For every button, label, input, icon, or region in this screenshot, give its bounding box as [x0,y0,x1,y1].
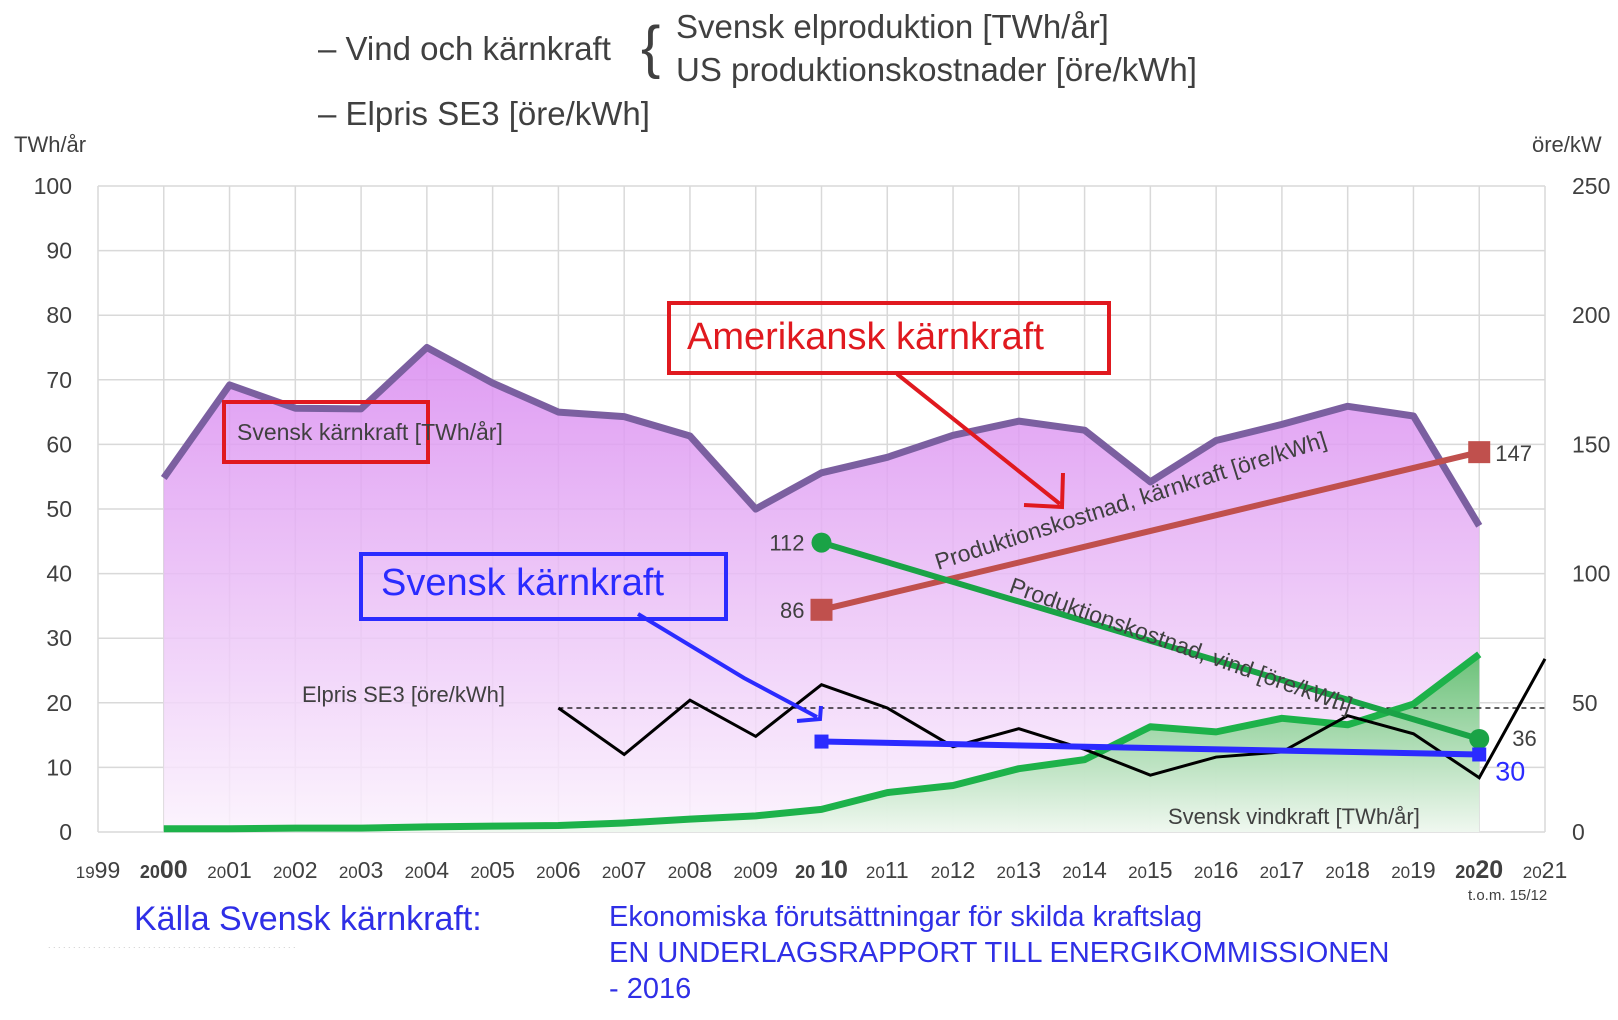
right-tick-label: 100 [1572,561,1610,587]
right-tick-label: 0 [1572,819,1585,845]
x-tick-label: 2000 [140,856,188,884]
arrow-us-head [1023,472,1065,510]
x-tick-label: 2020 [1455,856,1503,884]
left-tick-label: 20 [46,690,72,716]
point-label-layer: 112 86 147 36 30 [769,441,1536,786]
x-tick-label: 20 10 [795,856,848,884]
right-axis-unit: öre/kW [1532,132,1602,157]
arrow-se [636,612,818,719]
right-tick-label: 250 [1572,173,1610,199]
marker-square [1468,441,1491,464]
nuclear-area-fill [163,347,1480,832]
point-label: 86 [780,598,804,623]
header-line2: – Elpris SE3 [öre/kWh] [318,95,650,132]
note-2021: t.o.m. 15/12 [1468,887,1548,904]
arrow-us [895,372,1062,506]
point-label: 30 [1495,756,1525,786]
x-tick-label: 2005 [470,857,515,883]
source-faint-line: . . . . . . . . . . . . . . . . . . . . … [48,940,296,950]
x-tick-label: 2004 [405,857,450,883]
left-tick-label: 30 [46,625,72,651]
x-tick-label: 2002 [273,857,318,883]
callout-box-se-label [222,400,430,464]
x-tick-label: 2011 [866,857,909,883]
price-line [557,658,1547,780]
arrow-se-head [796,705,823,723]
x-tick-label: 2009 [733,857,778,883]
header-brace: { [641,15,661,80]
x-tick-label: 2019 [1391,857,1436,883]
x-tick-label: 1999 [76,857,121,883]
cost-line-3 [820,449,1480,613]
left-axis-unit: TWh/år [14,132,87,157]
marker-square [814,734,829,749]
x-tick-label: 2012 [931,857,976,883]
right-tick-label: 200 [1572,302,1610,328]
x-tick-label: 2003 [339,857,384,883]
wind-area-fill [163,654,1480,832]
x-tick-label: 2008 [668,857,713,883]
callout-box-se [359,552,728,621]
wind-area-label: Svensk vindkraft [TWh/år] [1168,804,1420,829]
x-tick-label: 2013 [997,857,1042,883]
right-tick-label: 50 [1572,690,1598,716]
header-line1b: US produktionskostnader [öre/kWh] [676,51,1197,88]
left-tick-label: 40 [46,561,72,587]
x-tick-label: 2015 [1128,857,1173,883]
price-label: Elpris SE3 [öre/kWh] [302,682,505,707]
source-line-2: EN UNDERLAGSRAPPORT TILL ENERGIKOMMISSIO… [609,937,1390,969]
point-label: 36 [1512,726,1536,751]
left-tick-label: 60 [46,431,72,457]
callout-se-label: Svensk kärnkraft [381,562,664,604]
source-line-1: Ekonomiska förutsättningar för skilda kr… [609,901,1203,933]
cost-line-5 [821,738,1480,758]
callout-us-label: Amerikansk kärnkraft [687,316,1044,358]
x-tick-label: 2016 [1194,857,1239,883]
left-tick-label: 100 [34,173,72,199]
right-tick-label: 150 [1572,431,1610,457]
marker-square [810,598,833,621]
point-label: 147 [1495,441,1532,466]
point-label: 112 [769,531,804,556]
source-line-3: - 2016 [609,973,692,1005]
x-tick-label: 2001 [207,857,252,883]
marker-square [1472,747,1487,762]
header-line1-prefix: – Vind och kärnkraft [318,30,611,67]
marker-circle [811,532,832,553]
x-tick-label: 2014 [1062,857,1107,883]
x-tick-label: 2006 [536,857,581,883]
left-tick-label: 0 [59,819,72,845]
marker-circle [1469,728,1490,749]
left-tick-label: 90 [46,238,72,264]
header-line1a: Svensk elproduktion [TWh/år] [676,8,1109,45]
nuclear-area-label: Svensk kärnkraft [TWh/år] [237,419,503,445]
wind-line [163,651,1482,833]
x-tick-label: 2021 [1523,857,1568,883]
nuclear-line [160,344,1483,528]
area-layer [163,347,1480,832]
x-tick-label: 2017 [1260,857,1305,883]
x-tick-label: 2018 [1325,857,1370,883]
callout-box-us [667,301,1111,375]
tick-layer: 0 10 20 30 40 50 60 70 80 90 100 0 50 100 150 200 250 199… [34,173,1611,884]
left-tick-label: 50 [46,496,72,522]
source-label: Källa Svensk kärnkraft: [134,900,482,938]
left-tick-label: 10 [46,754,72,780]
cost-line-4 [820,539,1481,742]
left-tick-label: 80 [46,302,72,328]
line-layer [160,344,1547,833]
x-tick-label: 2007 [602,857,647,883]
left-tick-label: 70 [46,367,72,393]
